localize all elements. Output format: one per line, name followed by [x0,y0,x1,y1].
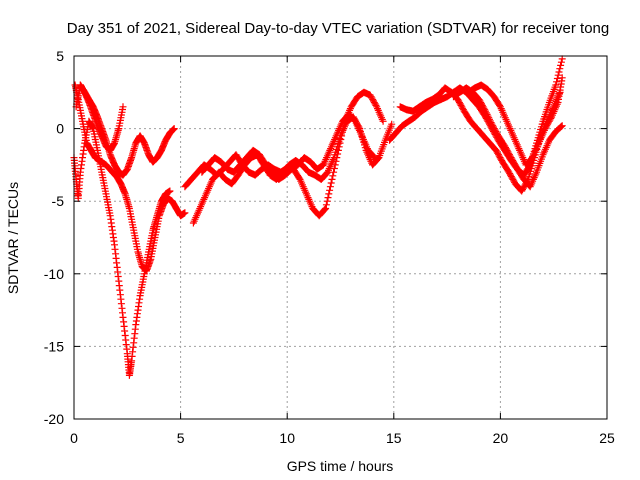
series-satellite-track-11 [464,74,566,169]
x-axis-label: GPS time / hours [287,458,394,474]
data-point [557,122,565,130]
data-point [295,174,303,182]
x-tick-label: 0 [70,430,78,446]
data-point [181,209,189,217]
data-point [485,114,493,122]
data-point [552,81,560,89]
data-point [321,205,329,213]
data-point [553,75,561,82]
series-satellite-track-4 [76,81,127,154]
data-point [326,186,334,194]
data-point [323,197,331,205]
data-point [482,107,489,115]
data-point [328,175,336,183]
data-point [122,194,130,202]
plot-frame [73,55,608,420]
series-satellite-track-7 [198,110,379,183]
data-point [170,125,178,133]
grid [74,56,607,419]
data-point [553,78,561,86]
data-point [325,190,333,198]
axes: 0 5 10 15 20 25 5 0 -5 -10 -15 -20 [44,48,615,446]
data-point [486,115,493,123]
y-axis-label: SDTVAR / TECUs [5,182,21,294]
data-point [558,74,566,82]
data-point [547,114,555,122]
data-point [370,153,378,161]
data-point [374,155,382,162]
data-point [326,183,334,191]
data-point [558,55,566,63]
data-point [322,205,330,212]
x-tick-label: 20 [493,430,509,446]
x-tick-label: 5 [177,430,185,446]
data-point [388,120,396,128]
data-point [487,119,495,127]
data-point [556,65,564,73]
data-point [510,159,518,167]
x-tick-label: 25 [599,430,615,446]
x-tick-label: 15 [386,430,402,446]
series-satellite-track-10 [450,84,566,191]
data-point [379,117,387,125]
data-point [557,83,565,91]
data-point [372,101,380,109]
series-satellite-track-9 [386,55,566,179]
y-tick-label: -15 [44,338,64,354]
data-point [557,123,565,131]
series-satellite-track-2 [70,117,174,379]
series-satellite-track-1 [71,81,189,275]
data-point [330,168,338,176]
data-point [486,117,494,125]
data-point [106,212,114,220]
y-tick-label: -20 [44,411,64,427]
data-point [554,71,562,79]
data-point [371,154,379,162]
data-point [327,179,335,187]
data-point [114,273,122,280]
data-point [119,103,127,111]
data-point [166,187,174,195]
data-point [496,102,504,109]
data-point [322,201,330,209]
data-point [324,194,332,202]
data-point [481,106,489,114]
y-tick-label: 5 [56,48,64,64]
data-point [557,58,565,66]
data-point [557,61,565,69]
data-point [122,341,130,349]
data-point [555,68,563,76]
x-tick-label: 10 [279,430,295,446]
y-tick-label: 0 [56,121,64,137]
data-marks [70,55,566,379]
chart-title: Day 351 of 2021, Sidereal Day-to-day VTE… [67,20,609,37]
data-point [114,126,122,134]
data-point [490,123,497,131]
series-satellite-track-5 [181,88,387,220]
data-point [482,109,490,117]
data-point [329,172,337,180]
data-point [483,110,491,118]
data-point [484,112,492,120]
y-tick-label: -10 [44,266,64,282]
y-tick-label: -5 [52,193,65,209]
data-point [558,122,566,130]
